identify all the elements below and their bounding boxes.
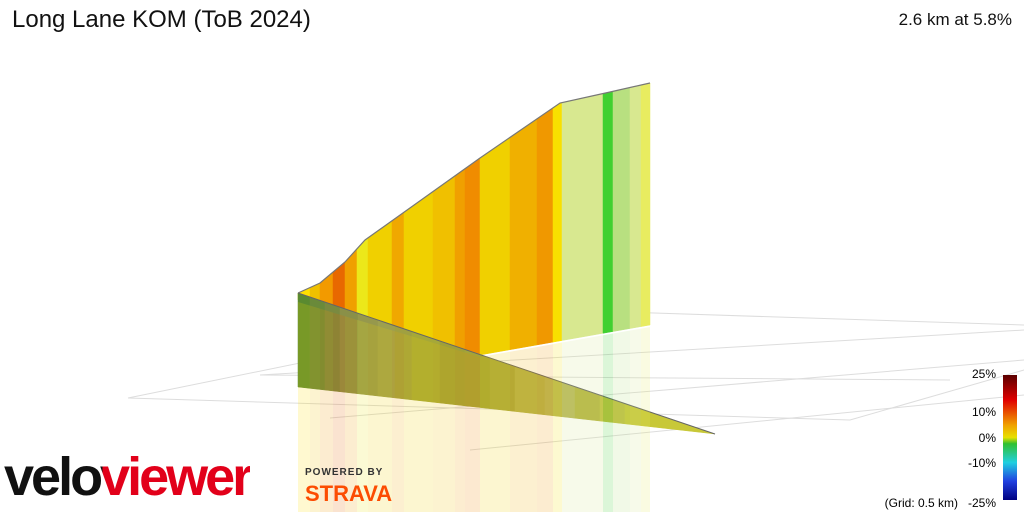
profile-edge: [297, 82, 651, 294]
reflection-strip: [404, 334, 433, 512]
side-face: [297, 292, 716, 435]
reflection-strip: [310, 305, 320, 512]
strava-logo: STRAVA: [305, 481, 393, 506]
gradient-strip: [602, 91, 614, 334]
reflection-strip: [480, 351, 510, 512]
gradient-strip: [391, 211, 405, 333]
gradient-strip: [356, 237, 369, 322]
powered-by: POWERED BY: [305, 467, 384, 478]
gradient-strip: [612, 87, 631, 332]
reflection-strip: [537, 344, 553, 512]
gradient-strips: [297, 82, 651, 356]
reflection-strip: [455, 349, 465, 512]
reflection-strip: [553, 342, 562, 512]
reflection-strip: [613, 330, 630, 512]
gradient-strip: [403, 191, 434, 342]
gradient-strip: [367, 220, 393, 329]
gradient-strip: [432, 175, 456, 348]
legend-label: -25%: [967, 496, 996, 510]
reflection-strip: [603, 333, 613, 512]
side-edge: [297, 292, 716, 435]
logo-text: veloviewer: [4, 447, 253, 507]
reflection-strip: [392, 330, 404, 512]
gradient-strip: [454, 168, 466, 351]
title: Long Lane KOM (ToB 2024): [12, 6, 311, 33]
reflection-strip: [298, 302, 310, 512]
reflection-strip: [510, 346, 537, 512]
reflection-strip: [630, 328, 641, 512]
legend-colorbar: [1003, 375, 1017, 500]
reflection-strip: [357, 319, 368, 512]
gradient-strip: [561, 93, 604, 341]
reflection-strip: [641, 327, 650, 512]
reflection-strip: [562, 335, 603, 512]
legend-label: 10%: [971, 405, 996, 419]
reflection-strip: [333, 312, 345, 512]
gradient-strip: [479, 136, 511, 356]
reflection-strip: [465, 352, 480, 512]
gradient-strip: [464, 157, 481, 356]
legend-label: 0%: [978, 431, 996, 445]
legend-label: 25%: [971, 367, 996, 381]
reflection-strip: [345, 316, 357, 512]
gradient-strip: [640, 82, 651, 327]
reflection-strip: [320, 308, 333, 512]
stats: 2.6 km at 5.8%: [898, 10, 1012, 29]
gradient-strip: [552, 102, 563, 343]
gradient-strip: [536, 107, 554, 346]
grid-note: (Grid: 0.5 km): [884, 496, 958, 510]
legend-label: -10%: [967, 456, 996, 470]
gradient-strip: [509, 118, 538, 351]
reflection-strip: [433, 342, 455, 512]
reflection: [298, 302, 650, 512]
gradient-strip: [629, 84, 642, 329]
reflection-strip: [368, 323, 392, 512]
logo: veloviewer: [4, 446, 253, 508]
